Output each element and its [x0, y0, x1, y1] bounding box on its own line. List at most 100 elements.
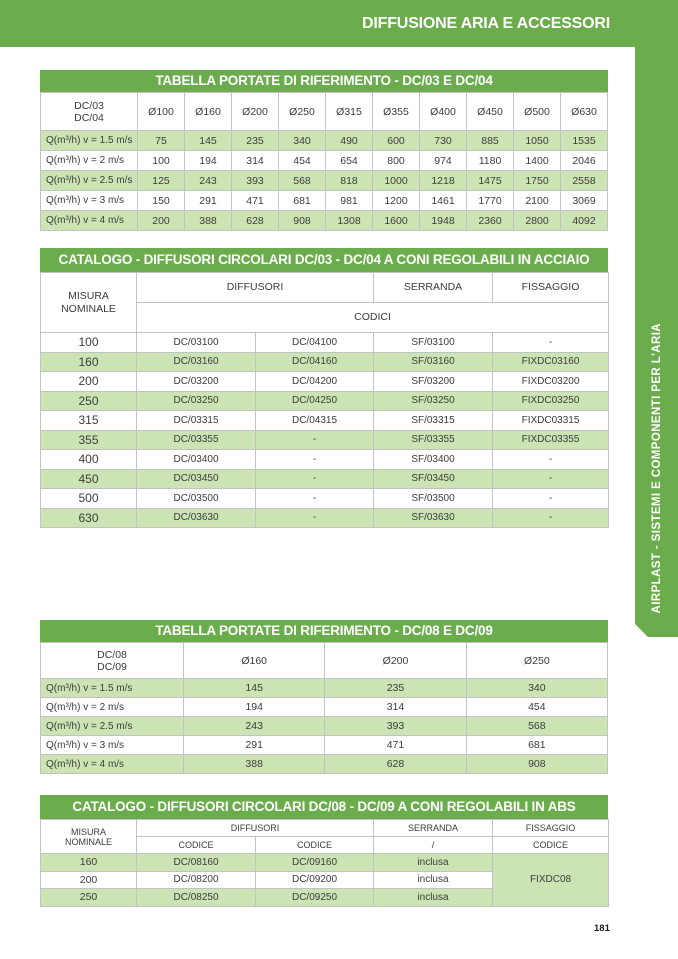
codice-header: CODICE	[255, 836, 374, 854]
table-cell: 885	[466, 130, 514, 151]
table-row: Q(m³/h) v = 4 m/s 200 388 628 908 1308 1600 194…	[40, 210, 608, 231]
flow-table-dc08-dc09-title: TABELLA PORTATE DI RIFERIMENTO - DC/08 E…	[40, 620, 608, 642]
table-cell: 1461	[419, 190, 467, 211]
table-cell: SF/03200	[373, 371, 493, 392]
table-cell: DC/04250	[255, 390, 374, 411]
table-cell: DC/03200	[136, 371, 256, 392]
table-cell: DC/03500	[136, 488, 256, 509]
table-cell: Q(m³/h) v = 1.5 m/s	[40, 130, 138, 151]
column-header-cell: Ø250	[278, 92, 326, 131]
table-cell: Q(m³/h) v = 1.5 m/s	[40, 678, 184, 698]
table-row: 450 DC/03450- SF/03450-	[40, 468, 609, 489]
column-header-cell: Ø630	[560, 92, 608, 131]
codice-header: CODICE	[136, 836, 256, 854]
table-cell: 314	[324, 697, 467, 717]
catalog-table-dc03-dc04-block: CATALOGO - DIFFUSORI CIRCOLARI DC/03 - D…	[40, 248, 609, 528]
table-cell: -	[255, 429, 374, 450]
flow-table-dc03-dc04-block: TABELLA PORTATE DI RIFERIMENTO - DC/03 E…	[40, 70, 608, 231]
table-header-row: DC/08 DC/09 Ø160 Ø200 Ø250	[40, 642, 609, 679]
corner-line: DC/03	[74, 99, 104, 112]
table-cell: 471	[324, 735, 467, 755]
catalog-table-dc08-dc09-title: CATALOGO - DIFFUSORI CIRCOLARI DC/08 - D…	[40, 795, 608, 819]
table-cell: -	[492, 488, 609, 509]
table-cell: 243	[182, 716, 326, 736]
table-cell: 100	[40, 332, 137, 353]
header-line: NOMINALE	[64, 836, 112, 847]
corner-line: DC/08	[97, 648, 127, 661]
catalog-table-dc08-dc09: MISURA NOMINALE DIFFUSORI SERRANDA FISSA…	[40, 819, 609, 907]
table-cell: 2558	[560, 170, 608, 191]
table-cell: -	[255, 449, 374, 470]
catalog-table-dc03-dc04-body: 100 DC/03100 DC/04100 SF/03100-160 DC/03160 D…	[40, 332, 609, 528]
table-cell: FIXDC03250	[492, 390, 609, 411]
misura-nominale-header: MISURA NOMINALE	[40, 819, 137, 854]
table-cell: 500	[40, 488, 137, 509]
table-cell: -	[255, 468, 374, 489]
column-header-cell: Ø500	[513, 92, 561, 131]
table-cell: 630	[40, 507, 137, 528]
flow-table-dc08-dc09: DC/08 DC/09 Ø160 Ø200 Ø250 Q(m³/h) v = 1.5…	[40, 642, 609, 774]
table-cell: SF/03100	[373, 332, 493, 353]
table-cell: DC/03160	[136, 351, 256, 372]
flow-table-dc03-dc04-title: TABELLA PORTATE DI RIFERIMENTO - DC/03 E…	[40, 70, 608, 92]
table-cell: 1948	[419, 210, 467, 231]
side-ribbon-label: AIRPLAST - SISTEMI E COMPONENTI PER L'AR…	[650, 322, 663, 613]
table-cell: 250	[40, 390, 137, 411]
table-cell: 314	[231, 150, 279, 171]
codice-header: CODICE	[492, 836, 609, 854]
table-cell: 1218	[419, 170, 467, 191]
flow-table-dc03-dc04-body: Q(m³/h) v = 1.5 m/s 75 145 235 340 490 600 730 8…	[40, 130, 608, 231]
table-cell: 200	[40, 371, 137, 392]
catalog-table-dc03-dc04: MISURA NOMINALE DIFFUSORI SERRANDA FISSA…	[40, 272, 609, 528]
table-cell: 2360	[466, 210, 514, 231]
table-cell: 250	[40, 888, 137, 907]
table-cell: SF/03500	[373, 488, 493, 509]
table-cell: 340	[278, 130, 326, 151]
table-row: 250 DC/03250 DC/04250 SF/03250 FIXDC03250	[40, 390, 609, 411]
column-header-cell: Ø100	[137, 92, 185, 131]
table-cell: DC/03315	[136, 410, 256, 431]
table-cell: DC/03250	[136, 390, 256, 411]
table-cell: 2046	[560, 150, 608, 171]
table-cell: Q(m³/h) v = 4 m/s	[40, 210, 138, 231]
table-cell: Q(m³/h) v = 2 m/s	[40, 150, 138, 171]
corner-line: DC/09	[97, 660, 127, 673]
diffusori-header: DIFFUSORI	[136, 819, 374, 837]
table-cell: FIXDC03355	[492, 429, 609, 450]
column-header-cell: Ø200	[324, 642, 467, 679]
table-cell: 3069	[560, 190, 608, 211]
table-cell: DC/04160	[255, 351, 374, 372]
page-header-title: DIFFUSIONE ARIA E ACCESSORI	[362, 14, 610, 32]
table-cell: 908	[278, 210, 326, 231]
table-row: Q(m³/h) v = 2 m/s 194 314 454	[40, 697, 609, 717]
table-cell: 1050	[513, 130, 561, 151]
table-row: Q(m³/h) v = 4 m/s 388 628 908	[40, 754, 609, 774]
table-cell: 2100	[513, 190, 561, 211]
table-cell: 628	[231, 210, 279, 231]
table-cell: 200	[137, 210, 185, 231]
table-cell: 340	[465, 678, 609, 698]
table-row: 400 DC/03400- SF/03400-	[40, 449, 609, 470]
flow-table-dc08-dc09-block: TABELLA PORTATE DI RIFERIMENTO - DC/08 E…	[40, 620, 609, 774]
column-header-cell: Ø250	[465, 642, 609, 679]
table-cell: 291	[184, 190, 232, 211]
column-header-cell: Ø160	[184, 92, 232, 131]
table-cell: SF/03400	[373, 449, 493, 470]
table-cell: DC/03630	[136, 507, 256, 528]
table-header-row: CODICI	[41, 302, 609, 333]
table-cell: 355	[40, 429, 137, 450]
table-cell: 160	[40, 351, 137, 372]
table-row: 630 DC/03630- SF/03630-	[40, 507, 609, 528]
table-cell: SF/03450	[373, 468, 493, 489]
corner-header-cell: DC/08 DC/09	[40, 642, 184, 679]
flow-table-dc03-dc04: DC/03 DC/04 Ø100 Ø160 Ø200 Ø250 Ø315 Ø355 Ø400…	[40, 92, 608, 231]
table-cell: Q(m³/h) v = 2.5 m/s	[40, 716, 184, 736]
table-cell: 681	[278, 190, 326, 211]
table-cell: 388	[182, 754, 326, 774]
header-line: MISURA	[70, 826, 106, 837]
table-row: 100 DC/03100 DC/04100 SF/03100-	[40, 332, 609, 353]
table-cell: FIXDC03160	[492, 351, 609, 372]
table-cell: 600	[372, 130, 420, 151]
side-ribbon-tab: AIRPLAST - SISTEMI E COMPONENTI PER L'AR…	[635, 47, 678, 637]
serranda-inclusa-header: /	[373, 836, 493, 854]
